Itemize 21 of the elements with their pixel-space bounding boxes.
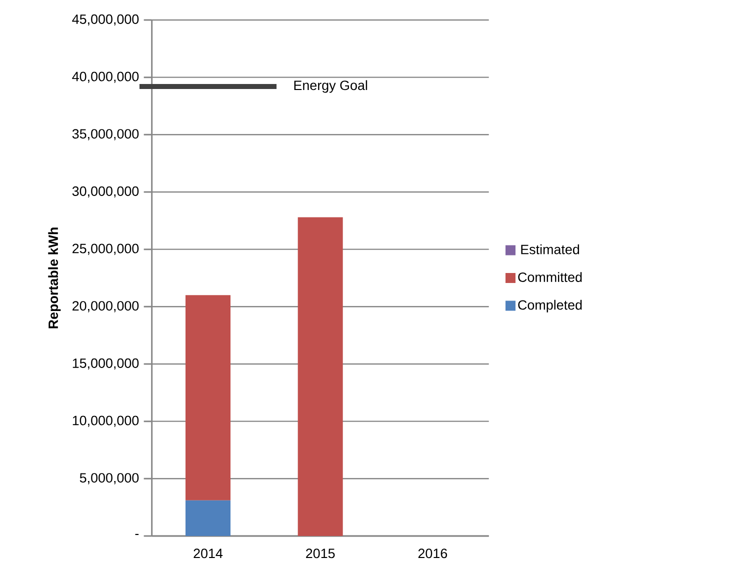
bar xyxy=(298,217,343,536)
y-axis-title: Reportable kWh xyxy=(48,228,61,328)
y-tick-label: 10,000,000 xyxy=(72,416,139,427)
y-tick-label: 20,000,000 xyxy=(72,301,139,312)
legend-label: Completed xyxy=(518,300,582,312)
legend-label: Estimated xyxy=(521,244,580,254)
legend-label: Committed xyxy=(518,272,582,282)
bar xyxy=(186,295,231,500)
x-tick-label: 2014 xyxy=(194,548,223,558)
x-tick-label: 2015 xyxy=(306,548,335,558)
y-tick-label: 30,000,000 xyxy=(72,186,139,198)
y-tick-label: 40,000,000 xyxy=(72,72,139,83)
y-tick-label: - xyxy=(135,534,139,535)
y-tick-label: 5,000,000 xyxy=(80,473,139,484)
bar xyxy=(186,500,231,536)
y-tick-label: 45,000,000 xyxy=(72,14,139,26)
y-tick-label: 25,000,000 xyxy=(72,244,139,255)
y-tick-label: 35,000,000 xyxy=(72,129,139,140)
y-tick-label: 15,000,000 xyxy=(72,358,139,370)
ref-line-label: Energy Goal xyxy=(294,80,368,93)
x-tick-label: 2016 xyxy=(418,548,448,558)
